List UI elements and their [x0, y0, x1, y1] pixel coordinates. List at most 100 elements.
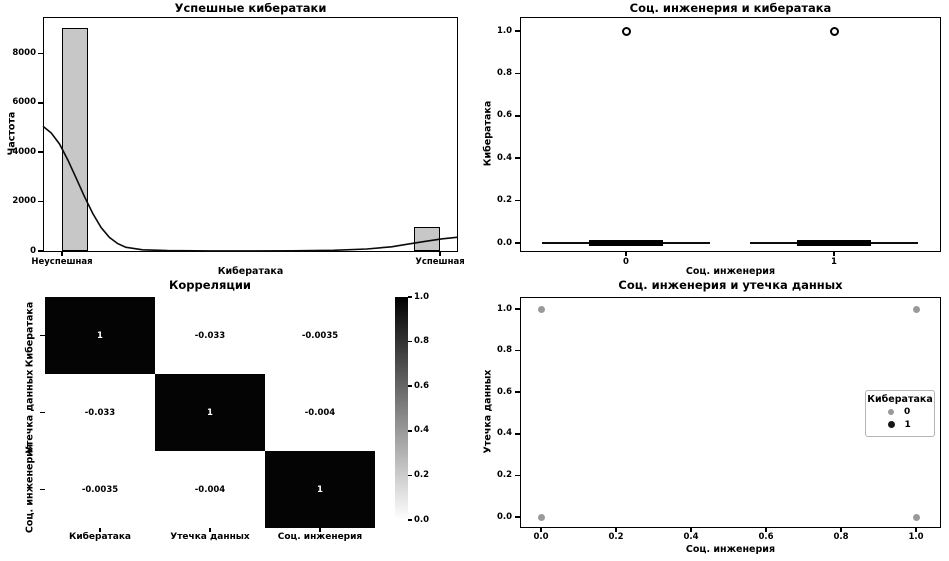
colorbar-tick-label: 0.0 — [414, 514, 430, 525]
box-ytick-label: 0.0 — [496, 237, 512, 248]
scatter-point — [912, 305, 920, 313]
scatter-title: Соц. инженерия и утечка данных — [618, 278, 843, 292]
hist-bar-0 — [62, 27, 88, 251]
hist-xtick — [61, 252, 63, 256]
box-ytick — [515, 242, 520, 244]
colorbar-tick-label: 0.4 — [414, 425, 430, 436]
heatmap-row-tick — [40, 334, 45, 337]
heatmap-colorbar — [395, 297, 408, 520]
box-ytick-label: 0.8 — [496, 67, 512, 78]
hist-xtick-label: Успешная — [415, 257, 465, 267]
heatmap-row-label-2: Соц. инженерия — [24, 443, 36, 534]
legend-label-0: 0 — [904, 406, 911, 417]
legend-entry-0: 0 — [866, 405, 934, 418]
box-xtick — [833, 252, 835, 256]
heatmap-cell-0-2: -0.0035 — [265, 297, 375, 374]
box-xtick — [625, 252, 627, 256]
scatter-xtick — [540, 528, 542, 532]
scatter-xtick — [765, 528, 767, 532]
box-ytick — [515, 72, 520, 75]
scatter-ytick — [515, 308, 520, 310]
hist-ytick-label: 2000 — [12, 196, 36, 207]
heatmap-row-tick — [40, 411, 45, 414]
heatmap-col-tick — [319, 528, 321, 532]
box-ytick-label: 0.6 — [496, 110, 512, 121]
box-ytick-label: 0.2 — [496, 195, 512, 206]
scatter-ytick-label: 0.4 — [496, 428, 512, 439]
scatter-xtick-label: 0.6 — [758, 532, 774, 542]
scatter-xtick — [915, 528, 917, 532]
scatter-xtick — [690, 528, 692, 532]
box-ytick — [515, 115, 520, 117]
heatmap-cell-1-1: 1 — [155, 374, 265, 451]
heatmap-cell-2-0: -0.0035 — [45, 451, 155, 528]
box-title: Соц. инженерия и кибератака — [629, 1, 832, 15]
heatmap-col-label: Утечка данных — [170, 532, 250, 542]
hist-bar-1 — [414, 226, 440, 251]
box-ytick — [515, 199, 520, 202]
colorbar-tick — [408, 519, 412, 521]
box-xtick-label: 0 — [623, 257, 629, 267]
legend-label-1: 1 — [904, 419, 911, 430]
scatter-point — [537, 513, 545, 521]
scatter-point — [912, 513, 920, 521]
hist-xtick — [439, 252, 441, 256]
scatter-ytick — [515, 516, 520, 518]
heatmap-col-label: Соц. инженерия — [277, 532, 363, 542]
colorbar-tick-label: 0.8 — [414, 336, 430, 347]
hist-xlabel: Кибератака — [217, 266, 284, 277]
scatter-ytick-label: 0.8 — [496, 345, 512, 356]
box-ytick — [515, 157, 520, 159]
colorbar-tick-label: 0.6 — [414, 380, 430, 391]
scatter-xtick-label: 0.0 — [533, 532, 549, 542]
hist-xtick-label: Неуспешная — [31, 257, 93, 267]
hist-ytick — [38, 102, 43, 104]
box-ytick-label: 0.4 — [496, 152, 512, 163]
hist-ytick-label: 0 — [30, 245, 36, 256]
box-outlier-marker — [829, 26, 839, 36]
scatter-plot-area — [520, 297, 941, 528]
colorbar-tick-label: 0.2 — [414, 469, 430, 480]
legend: Кибератака 0 1 — [865, 390, 935, 437]
hist-ytick — [38, 52, 43, 55]
scatter-xtick-label: 0.8 — [833, 532, 849, 542]
heatmap-cell-0-1: -0.033 — [155, 297, 265, 374]
colorbar-tick — [408, 340, 412, 343]
heatmap-col-tick — [209, 528, 211, 532]
scatter-xtick-label: 1.0 — [908, 532, 924, 542]
scatter-ytick — [515, 349, 520, 352]
colorbar-tick-label: 1.0 — [414, 291, 430, 302]
box-xtick-label: 1 — [831, 257, 837, 267]
hist-ytick-label: 4000 — [12, 146, 36, 157]
scatter-ytick-label: 0.0 — [496, 511, 512, 522]
scatter-ylabel: Утечка данных — [482, 369, 494, 454]
scatter-point — [537, 305, 545, 313]
hist-ytick — [38, 250, 43, 252]
colorbar-tick — [408, 474, 412, 477]
scatter-ytick — [515, 391, 520, 393]
box-ytick-label: 1.0 — [496, 25, 512, 36]
hist-ytick — [38, 200, 43, 203]
scatter-ytick-label: 0.6 — [496, 386, 512, 397]
legend-marker-0-icon — [888, 408, 894, 415]
legend-title: Кибератака — [867, 394, 933, 405]
box-iqr-0 — [589, 240, 663, 246]
scatter-xlabel: Соц. инженерия — [685, 544, 776, 555]
heatmap-col-tick — [99, 528, 101, 532]
colorbar-tick — [408, 430, 412, 432]
hist-ytick — [38, 151, 43, 153]
heatmap-cell-1-0: -0.033 — [45, 374, 155, 451]
heatmap-col-label: Кибератака — [68, 532, 132, 542]
box-ytick — [515, 30, 520, 32]
heatmap-cell-2-2: 1 — [265, 451, 375, 528]
heatmap-cell-1-2: -0.004 — [265, 374, 375, 451]
box-ylabel: Кибератака — [482, 100, 494, 167]
scatter-ytick — [515, 474, 520, 477]
heatmap-row-tick — [40, 488, 45, 491]
scatter-ytick-label: 0.2 — [496, 469, 512, 480]
box-iqr-1 — [797, 240, 871, 246]
colorbar-tick — [408, 385, 412, 387]
heatmap-cell-0-0: 1 — [45, 297, 155, 374]
scatter-xtick-label: 0.2 — [608, 532, 624, 542]
hist-title: Успешные кибератаки — [174, 1, 327, 15]
